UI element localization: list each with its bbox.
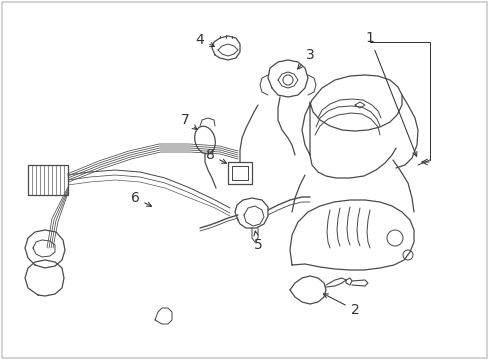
Text: 7: 7 (180, 113, 197, 130)
Text: 1: 1 (365, 31, 416, 156)
Text: 4: 4 (195, 33, 214, 47)
Text: 3: 3 (297, 48, 314, 69)
Text: 8: 8 (205, 148, 226, 163)
Text: 6: 6 (130, 191, 151, 206)
Text: 2: 2 (323, 294, 359, 317)
Text: 5: 5 (253, 231, 262, 252)
